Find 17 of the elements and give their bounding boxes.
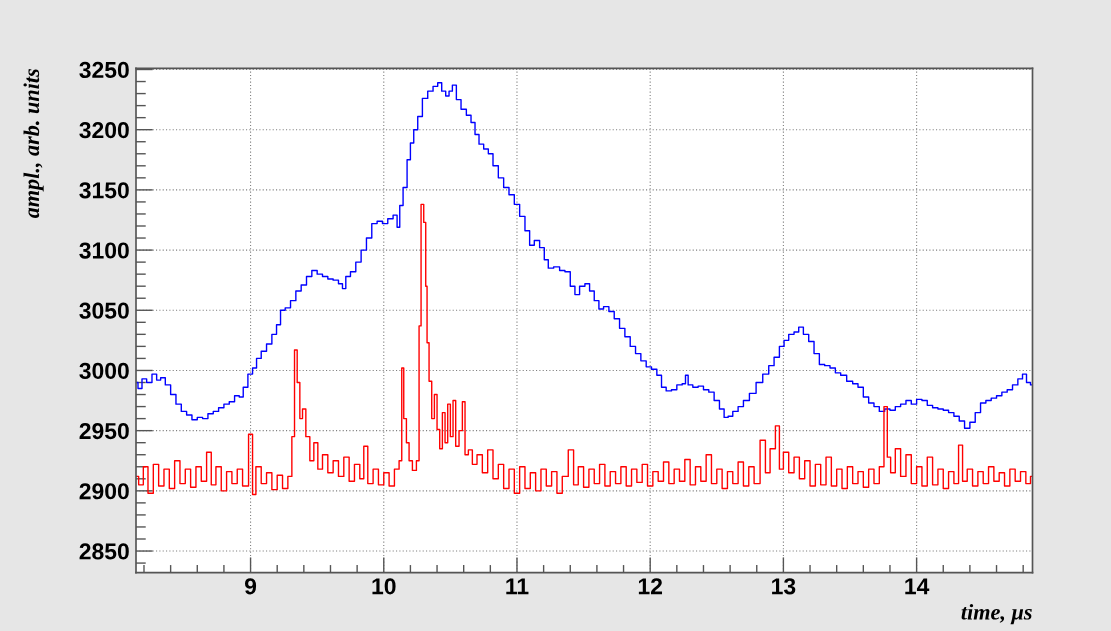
y-tick-label: 2900 <box>79 483 129 500</box>
y-tick-label: 3200 <box>79 122 129 139</box>
y-tick-label: 3050 <box>79 302 129 319</box>
x-tick-label: 11 <box>506 578 529 595</box>
x-tick-label: 12 <box>638 578 663 595</box>
x-tick-label: 9 <box>244 578 257 595</box>
y-tick-label: 3150 <box>79 182 129 199</box>
y-tick-label: 3000 <box>79 362 129 380</box>
y-tick-label: 2950 <box>79 422 129 440</box>
y-axis-title: ampl., arb. units <box>23 68 44 219</box>
x-tick-label: 10 <box>372 578 396 595</box>
x-axis-title: time, μs <box>961 603 1032 625</box>
y-tick-label: 3100 <box>79 242 129 259</box>
y-tick-label: 2850 <box>79 543 129 560</box>
x-tick-label: 13 <box>772 578 796 595</box>
y-tick-label: 3250 <box>79 61 129 79</box>
x-tick-label: 14 <box>905 578 930 595</box>
